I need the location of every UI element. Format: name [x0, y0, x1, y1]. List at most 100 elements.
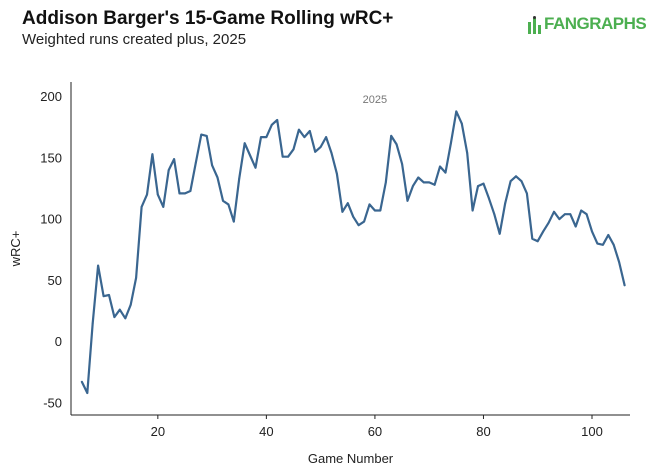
data-point: [189, 190, 192, 192]
data-point: [216, 176, 219, 179]
series-points: [81, 110, 626, 394]
data-point: [270, 123, 273, 126]
wrc-plus-series-line: [80, 110, 626, 395]
data-point: [439, 165, 441, 168]
data-point: [140, 206, 143, 208]
data-point: [249, 154, 252, 157]
data-point: [564, 213, 566, 216]
x-tick-label: 100: [581, 424, 603, 439]
data-point: [184, 192, 186, 195]
data-point: [276, 119, 279, 121]
data-point: [623, 284, 626, 287]
y-tick-label: 0: [55, 334, 62, 349]
data-point: [482, 182, 485, 185]
chart-subtitle: Weighted runs created plus, 2025: [22, 31, 247, 48]
data-point: [493, 213, 496, 216]
data-point: [91, 322, 94, 325]
y-axis-label: wRC+: [8, 231, 23, 268]
chart-title: Addison Barger's 15-Game Rolling wRC+: [22, 8, 394, 29]
data-point: [146, 193, 148, 196]
x-tick-label: 20: [151, 424, 165, 439]
data-point: [488, 197, 490, 200]
data-point: [395, 143, 398, 146]
data-point: [129, 303, 132, 306]
data-point: [254, 166, 257, 169]
data-point: [526, 192, 528, 195]
data-point: [412, 185, 414, 188]
data-point: [585, 213, 588, 216]
data-point: [466, 152, 469, 154]
fangraphs-logo-icon: [528, 16, 541, 34]
data-point: [156, 193, 159, 196]
data-point: [471, 209, 474, 212]
data-point: [325, 136, 327, 139]
data-point: [346, 202, 349, 205]
data-point: [319, 146, 322, 148]
data-point: [612, 243, 615, 246]
data-point: [531, 237, 534, 240]
data-point: [374, 209, 376, 212]
data-point: [194, 161, 197, 164]
data-point: [515, 175, 517, 178]
data-point: [406, 199, 409, 202]
y-axis-ticks: -50 0 50 100 150 200: [40, 89, 62, 410]
data-point: [455, 110, 458, 113]
data-point: [118, 308, 121, 311]
x-tick-label: 40: [259, 424, 273, 439]
data-point: [281, 155, 284, 158]
data-point: [86, 392, 89, 394]
data-point: [227, 203, 230, 206]
data-point: [428, 181, 431, 184]
data-point: [591, 230, 593, 233]
data-point: [173, 158, 176, 161]
data-point: [401, 163, 403, 165]
data-point: [390, 135, 393, 137]
data-point: [341, 210, 344, 213]
data-point: [379, 209, 382, 212]
data-point: [417, 176, 420, 179]
data-point: [135, 277, 138, 279]
data-point: [97, 264, 99, 267]
data-point: [205, 135, 208, 137]
y-tick-label: 50: [48, 273, 62, 288]
data-point: [450, 142, 452, 145]
y-tick-label: 150: [40, 150, 62, 165]
data-point: [368, 203, 371, 206]
data-point: [178, 192, 181, 195]
data-point: [298, 128, 300, 131]
data-point: [81, 381, 83, 383]
data-point: [460, 122, 463, 125]
data-point: [574, 225, 577, 228]
data-point: [211, 164, 214, 167]
data-point: [287, 155, 289, 158]
data-point: [607, 234, 610, 236]
y-tick-label: 200: [40, 89, 62, 104]
data-point: [618, 261, 620, 263]
fangraphs-logo[interactable]: FANGRAPHS: [528, 14, 652, 36]
data-point: [596, 242, 599, 245]
data-point: [222, 199, 224, 202]
data-point: [260, 136, 262, 139]
data-point: [477, 185, 479, 188]
data-point: [569, 213, 572, 216]
data-point: [238, 177, 241, 180]
data-point: [200, 133, 203, 136]
data-point: [314, 150, 317, 153]
data-point: [504, 202, 507, 205]
data-point: [553, 210, 555, 213]
fangraphs-logo-text: FANGRAPHS: [544, 14, 647, 33]
x-tick-label: 60: [368, 424, 382, 439]
data-point: [102, 295, 105, 298]
data-point: [422, 181, 425, 184]
data-point: [558, 218, 561, 221]
data-point: [536, 240, 539, 243]
data-point: [352, 215, 355, 218]
data-point: [330, 152, 333, 154]
data-point: [108, 294, 110, 296]
data-point: [336, 172, 338, 175]
data-point: [602, 243, 604, 246]
y-tick-label: -50: [43, 395, 62, 410]
data-point: [167, 169, 170, 172]
data-point: [162, 206, 165, 208]
x-axis-label: Game Number: [308, 451, 394, 466]
